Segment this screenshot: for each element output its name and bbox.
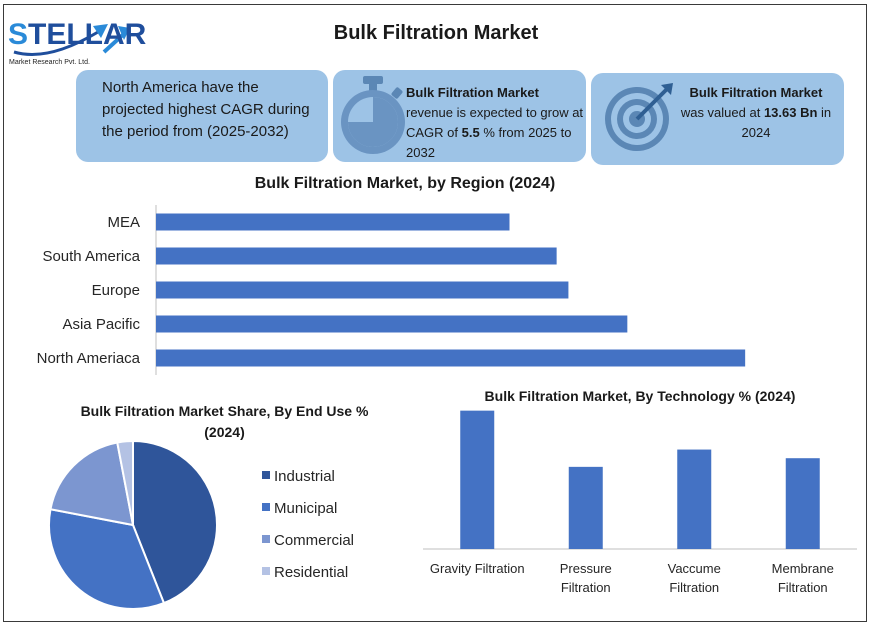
technology-bar [460, 410, 495, 549]
technology-tick-label: Vaccume [668, 561, 721, 576]
logo-brand: STELLAR [8, 18, 146, 52]
card-valuation: Bulk Filtration Market was valued at 13.… [591, 73, 844, 165]
technology-tick-label: Filtration [778, 580, 828, 595]
legend-label: Municipal [274, 500, 337, 517]
region-bar [156, 247, 557, 265]
pie-slice [116, 439, 134, 526]
region-chart-title: Bulk Filtration Market, by Region (2024) [254, 175, 556, 192]
region-bar [156, 281, 569, 299]
pie-slice [132, 439, 218, 605]
region-bar [156, 315, 628, 333]
region-bar [156, 349, 746, 367]
region-tick-label: Europe [92, 282, 140, 299]
legend-swatch [262, 471, 270, 479]
page-title: Bulk Filtration Market [333, 22, 539, 44]
pie-slice [48, 508, 166, 610]
legend-swatch [262, 535, 270, 543]
technology-tick-label: Gravity Filtration [430, 561, 525, 576]
card-valuation-text-b: in 2024 [741, 105, 832, 140]
region-tick-label: North Ameriaca [37, 350, 141, 367]
infographic-frame [3, 4, 867, 622]
card-valuation-title: Bulk Filtration Market [689, 85, 823, 100]
technology-bar [677, 449, 712, 549]
card-north-america: North America have the projected highest… [76, 70, 328, 162]
card-cagr-text: Bulk Filtration Market revenue is expect… [406, 83, 586, 163]
technology-bar [568, 466, 603, 549]
card-cagr-text-a: revenue is expected to grow at CAGR of [406, 105, 584, 140]
logo-tagline: Market Research Pvt. Ltd. [9, 59, 90, 66]
stellar-logo: STELLAR Market Research Pvt. Ltd. [8, 12, 146, 70]
region-tick-label: MEA [107, 214, 140, 231]
logo-brand-initial: S [8, 18, 29, 51]
technology-bar [785, 458, 820, 549]
logo-graphic [13, 24, 130, 56]
card-valuation-text-a: was valued at [680, 105, 764, 120]
legend-label: Commercial [274, 532, 354, 549]
technology-tick-label: Filtration [561, 580, 611, 595]
card-cagr: Bulk Filtration Market revenue is expect… [333, 70, 586, 162]
legend-swatch [262, 567, 270, 575]
card-cagr-value: 5.5 [461, 125, 480, 140]
target-icon [605, 83, 673, 151]
enduse-chart-title: Bulk Filtration Market Share, By End Use… [80, 403, 369, 440]
legend-swatch [262, 503, 270, 511]
card-valuation-value: 13.63 Bn [763, 105, 818, 120]
stopwatch-icon [341, 76, 405, 154]
legend-label: Industrial [274, 468, 335, 485]
technology-tick-label: Membrane [772, 561, 834, 576]
region-tick-label: South America [42, 248, 140, 265]
pie-slice [49, 441, 135, 527]
card-cagr-text-b: % from 2025 to 2032 [406, 125, 572, 160]
legend-label: Residential [274, 564, 348, 581]
technology-chart-title: Bulk Filtration Market, By Technology % … [484, 388, 796, 404]
card-valuation-text: Bulk Filtration Market was valued at 13.… [671, 83, 841, 143]
region-bar [156, 213, 510, 231]
card-north-america-text: North America have the projected highest… [102, 79, 310, 140]
region-tick-label: Asia Pacific [62, 316, 140, 333]
logo-brand-rest: TELLAR [28, 18, 147, 51]
technology-tick-label: Pressure [560, 561, 612, 576]
technology-tick-label: Filtration [669, 580, 719, 595]
card-cagr-title: Bulk Filtration Market [406, 85, 539, 100]
